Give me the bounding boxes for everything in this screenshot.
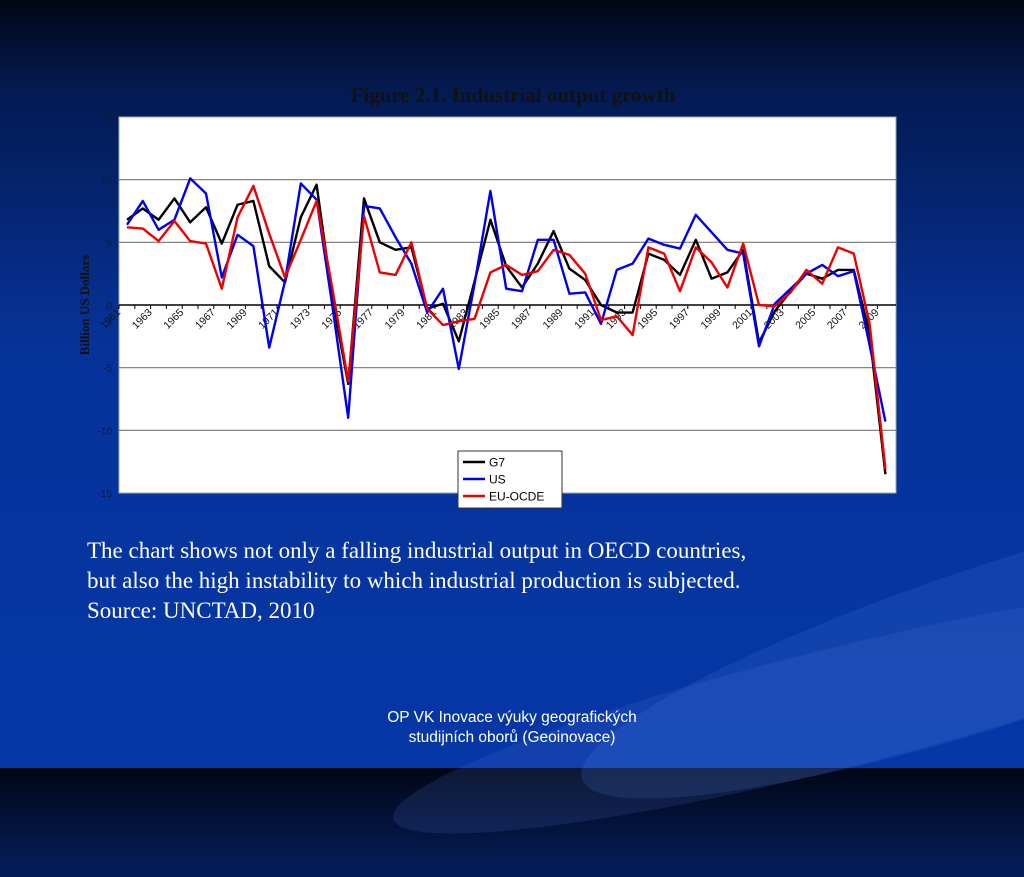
caption-line: but also the high instability to which i… bbox=[87, 566, 987, 596]
y-axis-label: Billion US Dollars bbox=[77, 255, 92, 355]
legend-label: G7 bbox=[489, 456, 505, 470]
y-tick-label: -5 bbox=[103, 364, 112, 375]
footer: OP VK Inovace výuky geografických studij… bbox=[312, 708, 712, 748]
y-tick-label: 15 bbox=[101, 113, 113, 124]
y-tick-label: 5 bbox=[106, 238, 112, 249]
line-chart: Figure 2.1. Industrial output growth 15 1… bbox=[0, 0, 1024, 520]
footer-line: studijních oborů (Geoinovace) bbox=[312, 728, 712, 748]
source-line: Source: UNCTAD, 2010 bbox=[87, 596, 987, 626]
y-tick-label: 10 bbox=[101, 176, 113, 187]
caption: The chart shows not only a falling indus… bbox=[87, 536, 987, 626]
legend-label: EU-OCDE bbox=[489, 490, 544, 504]
chart-title: Figure 2.1. Industrial output growth bbox=[351, 83, 676, 107]
caption-line: The chart shows not only a falling indus… bbox=[87, 536, 987, 566]
y-tick-label: -10 bbox=[98, 426, 113, 437]
y-tick-label: -15 bbox=[98, 489, 113, 500]
legend: G7 US EU-OCDE bbox=[458, 451, 562, 508]
legend-label: US bbox=[489, 473, 506, 487]
footer-line: OP VK Inovace výuky geografických bbox=[312, 708, 712, 728]
